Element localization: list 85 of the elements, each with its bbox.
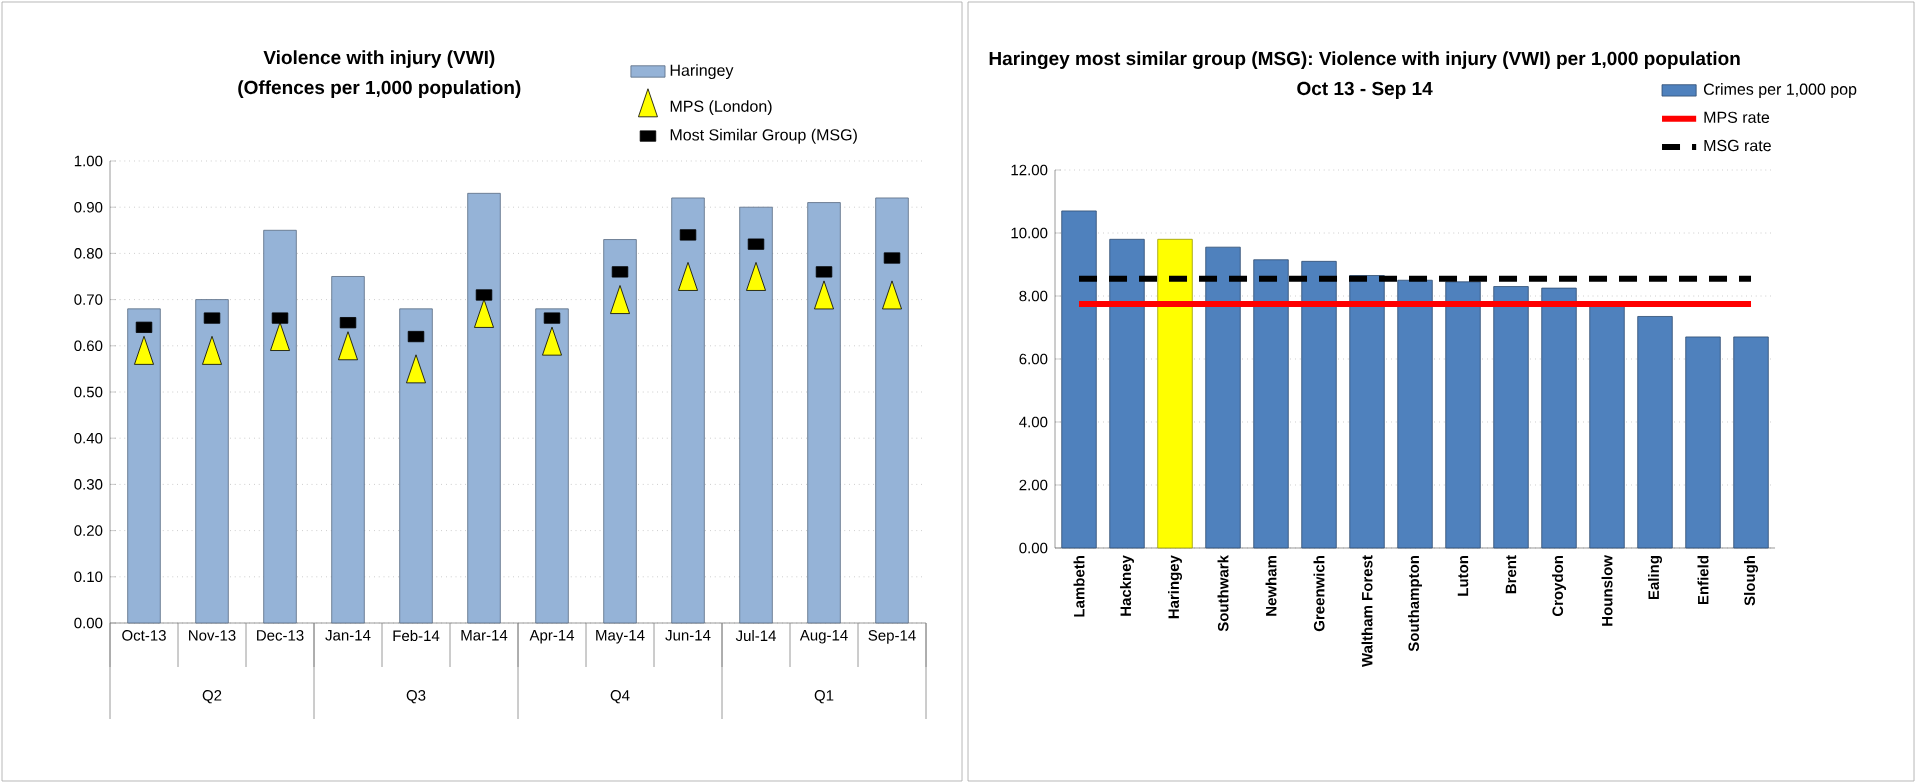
bar [1541, 287, 1577, 549]
x-tick-label: Jan-14 [325, 630, 371, 641]
bar [1061, 210, 1097, 549]
x-tick-label: Lambeth [1073, 556, 1085, 617]
x-tick-label: Hackney [1120, 555, 1134, 616]
y-tick-label: 0.70 [74, 294, 103, 305]
chart-title: Haringey most similar group (MSG): Violence with injury (VWI) per 1,000 population [989, 51, 1740, 69]
text: Q4 [610, 690, 630, 704]
bar [535, 308, 569, 624]
bar [1253, 259, 1289, 549]
bar [195, 299, 229, 624]
x-tick-label: May-14 [596, 630, 645, 644]
bar [467, 192, 501, 624]
x-tick-label: Oct-13 [122, 630, 166, 641]
y-tick-label: 0.00 [1019, 542, 1048, 554]
x-tick-label: Enfield [1697, 556, 1709, 605]
x-tick-label: Slough [1744, 556, 1759, 606]
x-tick-label: Newham [1265, 556, 1277, 616]
bar [875, 197, 909, 624]
bar [1733, 336, 1769, 549]
y-tick-label: 2.00 [1019, 479, 1048, 491]
x-tick-label: Feb-14 [393, 630, 440, 642]
bar [1493, 286, 1529, 549]
x-tick-label: Mar-14 [461, 630, 508, 641]
x-tick-label: Hounslow [1601, 555, 1613, 626]
y-tick-label: 0.40 [74, 432, 103, 444]
chart-subtitle: (Offences per 1,000 population) [238, 80, 521, 98]
x-tick-label: Southampton [1408, 556, 1422, 652]
bar [1445, 281, 1481, 549]
y-tick-label: 0.10 [74, 571, 103, 583]
bar [671, 197, 705, 624]
y-tick-label: 4.00 [1019, 416, 1048, 428]
bar [1301, 260, 1337, 549]
x-tick-label: Luton [1457, 556, 1469, 596]
legend-label: Haringey [670, 64, 734, 80]
bar [399, 308, 433, 624]
y-tick-label: 6.00 [1019, 353, 1048, 365]
legend-label: MPS (London) [670, 100, 772, 116]
bar [1157, 238, 1193, 549]
y-tick-label: 0.30 [74, 479, 103, 490]
x-tick-label: Greenwich [1313, 556, 1325, 632]
y-tick-label: 0.20 [74, 525, 103, 536]
x-tick-label: Brent [1505, 555, 1517, 594]
x-tick-label: Jun-14 [665, 630, 711, 641]
x-tick-label: Nov-13 [189, 630, 236, 641]
y-tick-label: 0.50 [74, 386, 103, 398]
bar [1349, 275, 1385, 549]
y-tick-label: 1.00 [74, 155, 103, 167]
y-tick-label: 8.00 [1019, 290, 1048, 302]
x-tick-label: Croydon [1552, 556, 1566, 617]
bar [1637, 316, 1673, 549]
y-tick-label: 0.00 [74, 617, 103, 629]
bar [1205, 246, 1241, 549]
x-tick-label: Aug-14 [799, 630, 848, 644]
y-tick-label: 0.60 [74, 340, 103, 352]
bar [807, 202, 841, 624]
bar [127, 308, 161, 624]
text: Q1 [814, 690, 834, 704]
legend-label: Crimes per 1,000 pop [1703, 83, 1857, 99]
bar [331, 276, 365, 624]
x-tick-label: Apr-14 [529, 630, 575, 644]
bar [263, 229, 297, 624]
x-tick-label: Haringey [1168, 555, 1183, 619]
legend-label: MSG rate [1704, 139, 1771, 152]
x-tick-label: Ealing [1648, 556, 1663, 600]
x-tick-label: Waltham Forest [1361, 555, 1373, 668]
bar [1109, 238, 1145, 549]
x-tick-label: Dec-13 [257, 630, 304, 641]
bar [1685, 336, 1721, 549]
legend-label: Most Similar Group (MSG) [670, 128, 857, 144]
y-tick-label: 10.00 [1011, 227, 1048, 239]
chart-subtitle: Oct 13 - Sep 14 [1297, 81, 1433, 99]
text: Q3 [406, 690, 426, 704]
legend-label: MPS rate [1704, 111, 1770, 124]
text: Q2 [202, 690, 222, 704]
chart-title: Violence with injury (VWI) [263, 50, 495, 68]
x-tick-label: Southwark [1217, 555, 1229, 632]
bar [739, 206, 773, 624]
bar [603, 239, 637, 624]
y-tick-label: 0.80 [74, 248, 103, 259]
y-tick-label: 12.00 [1011, 164, 1048, 176]
y-tick-label: 0.90 [74, 201, 103, 213]
x-tick-label: Sep-14 [868, 630, 916, 644]
bar [1397, 279, 1433, 549]
x-tick-label: Jul-14 [735, 630, 776, 642]
